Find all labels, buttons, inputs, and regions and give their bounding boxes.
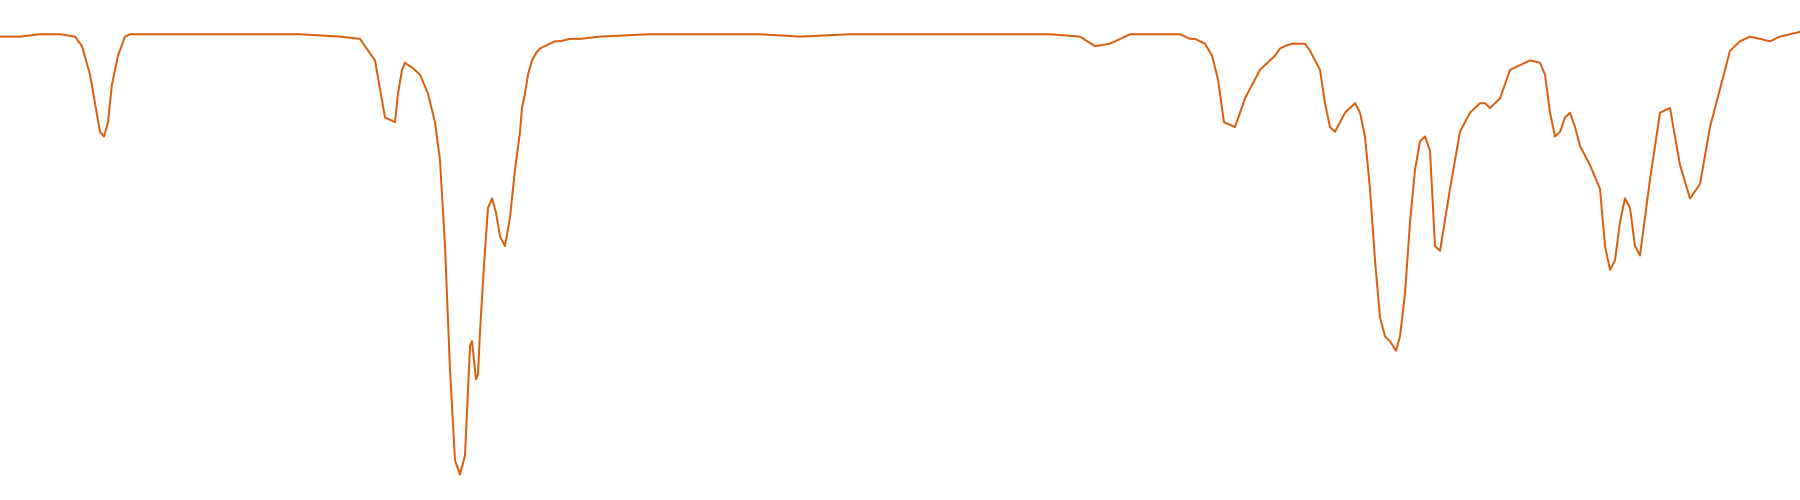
series-line-0 <box>0 30 1800 476</box>
